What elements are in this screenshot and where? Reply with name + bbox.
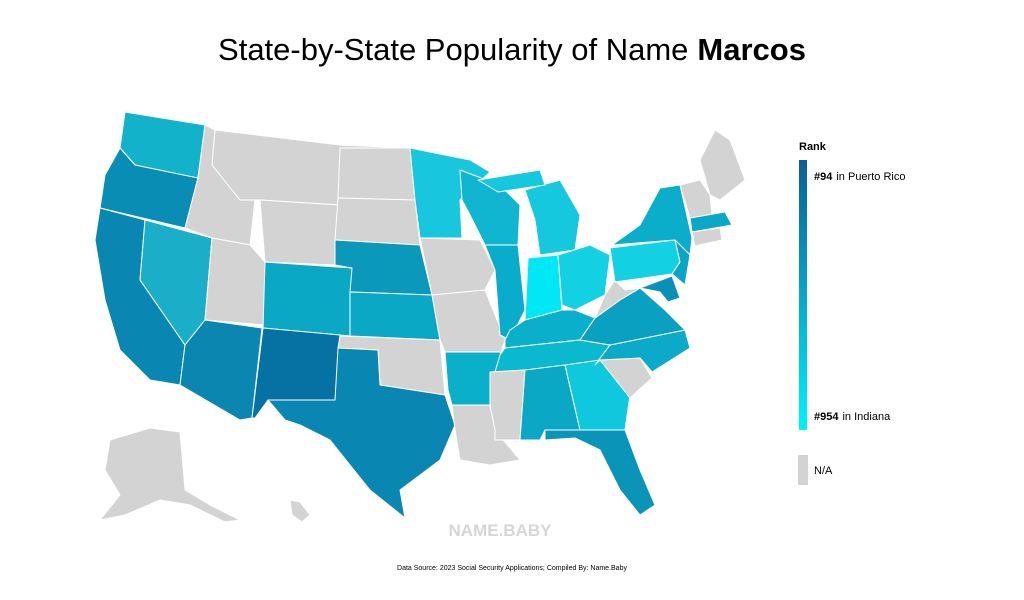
legend: Rank #94 in Puerto Rico #954 in Indiana N/… — [798, 141, 905, 485]
state — [419, 237, 496, 296]
watermark: NAME.BABY — [449, 521, 553, 540]
legend-bottom: #954 in Indiana — [814, 411, 891, 423]
legend-title: Rank — [799, 141, 827, 153]
state — [99, 427, 241, 523]
legend-na: N/A — [814, 465, 833, 477]
state — [639, 275, 681, 303]
legend-top-place: in Puerto Rico — [836, 171, 905, 183]
legend-na-swatch — [798, 455, 808, 485]
state — [337, 147, 416, 201]
source: Data Source: 2023 Social Security Applic… — [397, 565, 627, 572]
state — [524, 254, 563, 321]
state — [204, 237, 266, 326]
state — [679, 179, 713, 219]
state — [267, 347, 456, 519]
legend-gradient — [799, 160, 807, 430]
state — [477, 169, 546, 193]
state — [609, 239, 681, 283]
state — [691, 227, 723, 247]
legend-bottom-rank: #954 — [814, 411, 839, 423]
title-name: Marcos — [697, 32, 806, 67]
state — [594, 279, 641, 319]
state — [524, 179, 581, 256]
state — [544, 429, 656, 516]
state — [259, 199, 341, 266]
state — [431, 289, 506, 356]
state — [289, 499, 311, 523]
state — [349, 291, 441, 341]
title-text: State-by-State Popularity of Name — [218, 32, 688, 67]
legend-bottom-place: in Indiana — [842, 411, 891, 423]
state — [689, 211, 733, 233]
state — [262, 261, 353, 337]
state — [489, 369, 526, 441]
state — [409, 147, 491, 239]
legend-top: #94 in Puerto Rico — [814, 171, 905, 183]
us-map — [94, 111, 746, 523]
state — [671, 239, 691, 286]
legend-top-rank: #94 — [814, 171, 833, 183]
state — [334, 197, 421, 246]
state — [179, 319, 263, 421]
title: State-by-State Popularity of Name Marcos — [218, 32, 806, 67]
